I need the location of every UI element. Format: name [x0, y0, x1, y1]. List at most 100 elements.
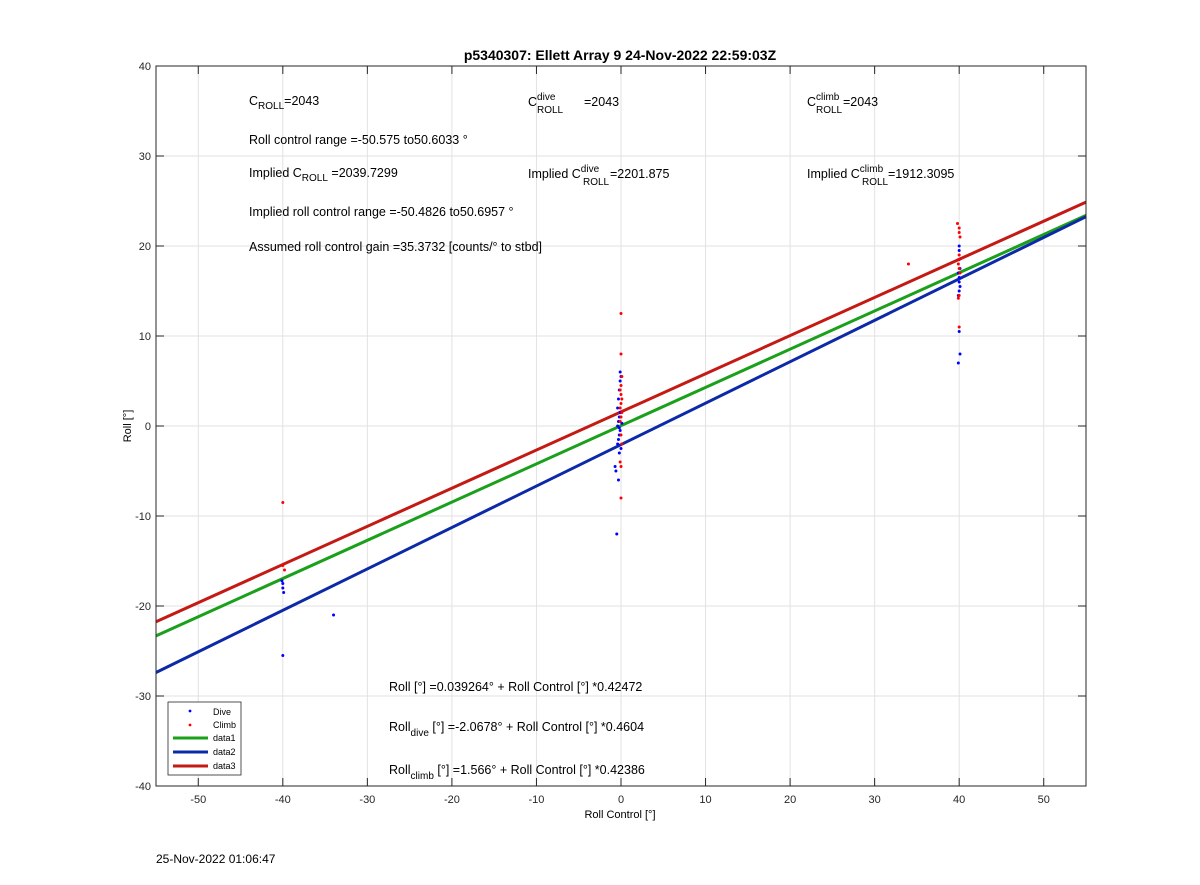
x-tick-label: 10 [699, 794, 711, 806]
point-climb [618, 388, 622, 392]
legend: Dive Climb data1 data2 data3 [167, 701, 242, 776]
point-climb [619, 312, 623, 315]
point-climb [958, 235, 962, 239]
point-climb [619, 433, 623, 437]
point-dive [616, 397, 620, 401]
point-climb [957, 253, 961, 257]
point-climb [955, 222, 959, 225]
y-tick-label: -40 [135, 781, 151, 793]
y-tick-label: 10 [139, 331, 151, 343]
y-tick-label: -30 [135, 691, 151, 703]
annotation-implied-c-roll: Implied CROLL =2039.7299 [249, 166, 398, 184]
point-dive [618, 379, 622, 383]
point-climb [619, 384, 623, 387]
fit-climb-sub: climb [411, 771, 435, 782]
point-dive [616, 438, 620, 441]
point-dive [958, 285, 962, 288]
point-dive [958, 352, 962, 356]
point-dive [616, 406, 620, 410]
annotation-c-roll-climb-sub: ROLL [816, 105, 843, 116]
point-dive [282, 591, 286, 594]
annotation-c-roll-dive-value: =2043 [584, 95, 619, 109]
point-climb [620, 442, 624, 446]
annotation-c-roll-dive-sub: ROLL [537, 105, 564, 116]
point-climb [906, 262, 910, 266]
x-tick-label: -40 [275, 794, 291, 806]
legend-data2-label: data2 [213, 747, 236, 757]
legend-dive-label: Dive [213, 707, 231, 717]
c-roll-base: C [249, 94, 258, 108]
fit-line-data1 [155, 214, 1087, 638]
point-dive [281, 586, 285, 590]
implied-c-roll-value: =2039.7299 [328, 166, 398, 180]
point-climb [956, 296, 960, 300]
point-climb [620, 397, 624, 401]
x-tick-label: 30 [869, 794, 881, 806]
annotation-c-roll-climb: Cclimb [807, 92, 840, 109]
point-climb [957, 231, 961, 234]
point-dive [619, 447, 623, 450]
c-roll-value: =2043 [284, 94, 319, 108]
annotations: CROLL=2043 Cdive ROLL =2043 Cclimb ROLL … [249, 92, 954, 782]
legend-climb-label: Climb [213, 720, 236, 730]
point-dive [957, 244, 961, 248]
annotation-implied-c-roll-climb: Implied Cclimb [807, 164, 884, 181]
x-tick-label: -10 [529, 794, 545, 806]
footer-timestamp: 25-Nov-2022 01:06:47 [156, 852, 276, 866]
x-tick-label: 50 [1038, 794, 1050, 806]
point-climb [281, 501, 285, 504]
annotation-implied-c-roll-dive-value: =2201.875 [610, 167, 669, 181]
c-roll-climb-base: C [807, 95, 816, 109]
y-tick-label: 40 [139, 61, 151, 73]
point-climb [957, 226, 961, 230]
point-climb [619, 415, 623, 419]
point-climb [957, 258, 961, 261]
point-dive [616, 478, 620, 482]
annotation-c-roll-climb-value: =2043 [843, 95, 878, 109]
point-climb [957, 294, 961, 297]
fit-climb-base: Roll [389, 763, 411, 777]
point-climb [619, 352, 623, 356]
point-climb [957, 267, 961, 270]
fit-dive-base: Roll [389, 720, 411, 734]
legend-climb-marker [188, 723, 192, 727]
point-climb [618, 420, 622, 423]
point-climb [958, 271, 962, 275]
annotation-fit-climb: Rollclimb [°] =1.566° + Roll Control [°]… [389, 763, 645, 782]
point-dive [615, 532, 619, 536]
x-tick-label: -50 [190, 794, 206, 806]
point-dive [618, 370, 622, 374]
point-climb [619, 496, 623, 500]
point-dive [956, 361, 960, 365]
fit-dive-rest: [°] =-2.0678° + Roll Control [°] *0.4604 [429, 720, 644, 734]
axis-ticks: -50 -40 -30 -20 -10 0 10 20 30 40 50 -40 -30 -20 -10 0 1… [135, 61, 1086, 806]
point-climb [283, 568, 287, 572]
point-climb [620, 375, 624, 378]
fit-climb-rest: [°] =1.566° + Roll Control [°] *0.42386 [434, 763, 645, 777]
point-dive [617, 426, 621, 430]
point-dive [614, 469, 618, 473]
x-tick-label: -30 [359, 794, 375, 806]
chart-title: p5340307: Ellett Array 9 24-Nov-2022 22:… [464, 47, 777, 63]
y-tick-label: -10 [135, 511, 151, 523]
point-dive [957, 276, 961, 279]
point-climb [619, 402, 623, 405]
implied-c-roll-dive-sup: dive [581, 164, 600, 175]
legend-dive-marker [188, 709, 192, 713]
implied-c-roll-dive-prefix: Implied C [528, 167, 581, 181]
point-climb [619, 465, 623, 468]
implied-c-roll-climb-sup: climb [860, 164, 884, 175]
annotation-implied-c-roll-climb-sub: ROLL [862, 177, 889, 188]
point-dive [281, 582, 285, 585]
point-dive [616, 442, 620, 446]
point-climb [618, 460, 622, 464]
annotation-fit-dive: Rolldive [°] =-2.0678° + Roll Control [°… [389, 720, 644, 739]
point-dive [957, 249, 961, 252]
x-axis-label: Roll Control [°] [584, 809, 655, 821]
x-tick-label: 0 [618, 794, 624, 806]
annotation-gain: Assumed roll control gain =35.3732 [coun… [249, 240, 542, 254]
implied-c-roll-sub: ROLL [302, 173, 329, 184]
point-climb [281, 564, 285, 567]
y-tick-label: 0 [145, 421, 151, 433]
